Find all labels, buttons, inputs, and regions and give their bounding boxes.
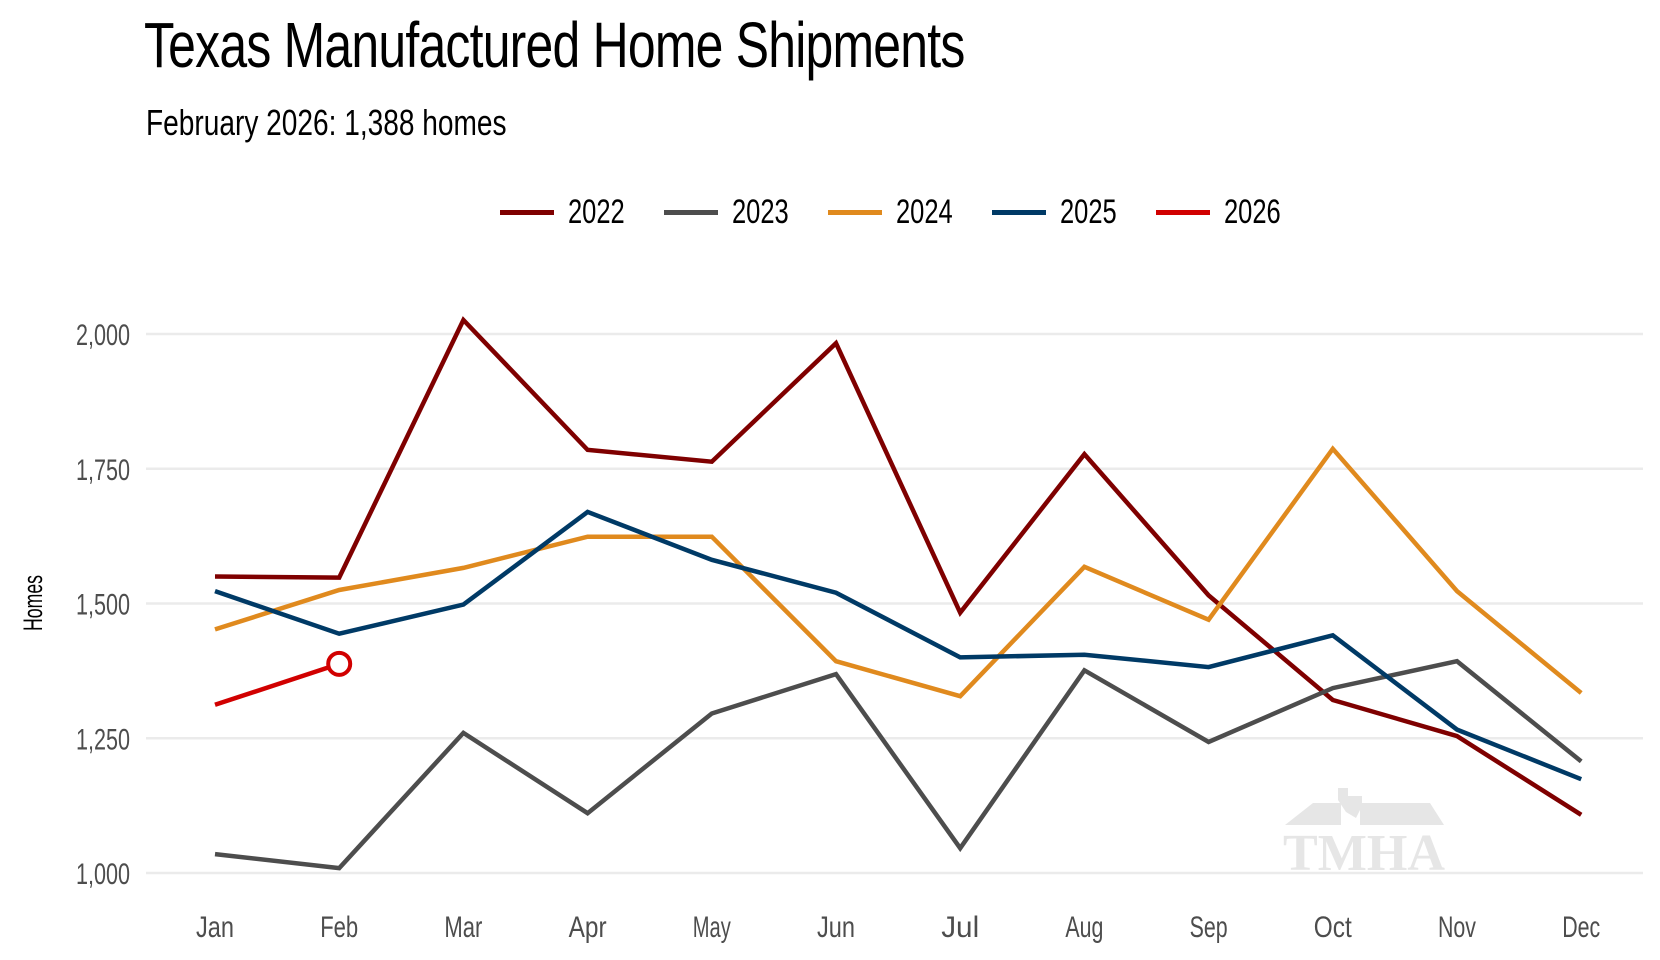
- legend-item-2022: 2022: [500, 193, 664, 232]
- series-line-2025: [214, 509, 1583, 782]
- y-tick-label: 1,250: [76, 723, 130, 756]
- x-tick-label: Jul: [941, 911, 979, 944]
- x-tick-label: Mar: [444, 911, 482, 944]
- legend-label-2024: 2024: [896, 192, 953, 231]
- y-tick-label: 1,750: [76, 454, 130, 487]
- legend-swatch-2025: [992, 209, 1046, 215]
- series-line-2022: [214, 316, 1583, 817]
- highlight-marker: [326, 650, 353, 677]
- series-line-2024: [214, 445, 1583, 699]
- x-tick-label: Aug: [1065, 911, 1103, 944]
- legend-swatch-2024: [828, 209, 882, 215]
- y-axis-ticks: 1,000 1,250 1,500 1,750 2,000: [76, 319, 130, 891]
- legend-item-2025: 2025: [992, 193, 1156, 232]
- legend-label-2026: 2026: [1224, 192, 1281, 231]
- legend-swatch-2022: [500, 209, 554, 215]
- legend-swatch-2023: [664, 209, 718, 215]
- x-tick-label: Oct: [1314, 911, 1353, 944]
- y-tick-label: 1,000: [76, 858, 130, 891]
- x-tick-label: Feb: [320, 911, 358, 944]
- chart-title: Texas Manufactured Home Shipments: [144, 9, 965, 81]
- x-tick-label: Jan: [196, 911, 234, 944]
- legend-item-2026: 2026: [1156, 193, 1320, 232]
- chart-subtitle: February 2026: 1,388 homes: [146, 102, 507, 143]
- texas-shape-icon: [1338, 788, 1362, 818]
- y-tick-label: 2,000: [76, 319, 130, 352]
- series-line-2023: [214, 658, 1583, 871]
- x-tick-label: Dec: [1562, 911, 1600, 944]
- series-lines: [214, 316, 1583, 871]
- legend-label-2023: 2023: [732, 192, 789, 231]
- legend-swatch-2026: [1156, 209, 1210, 215]
- legend-item-2024: 2024: [828, 193, 992, 232]
- x-tick-label: Apr: [569, 911, 607, 944]
- y-tick-label: 1,500: [76, 589, 130, 622]
- roof-icon: [1285, 803, 1444, 825]
- legend-label-2025: 2025: [1060, 192, 1117, 231]
- gridlines: [146, 332, 1643, 875]
- legend-item-2023: 2023: [664, 193, 828, 232]
- y-axis-title: Homes: [18, 575, 48, 631]
- watermark-text: TMHA: [1283, 825, 1445, 882]
- x-axis-ticks: Jan Feb Mar Apr May Jun Jul Aug Sep Oct Nov Dec: [196, 911, 1600, 944]
- tmha-logo-watermark: TMHA: [1283, 788, 1445, 882]
- legend-label-2022: 2022: [568, 192, 625, 231]
- x-tick-label: Sep: [1190, 911, 1228, 944]
- x-tick-label: Jun: [817, 911, 855, 944]
- x-tick-label: May: [693, 911, 731, 944]
- series-line-2026: [214, 661, 340, 707]
- legend: 2022 2023 2024 2025 2026: [500, 192, 1320, 232]
- x-tick-label: Nov: [1438, 911, 1476, 944]
